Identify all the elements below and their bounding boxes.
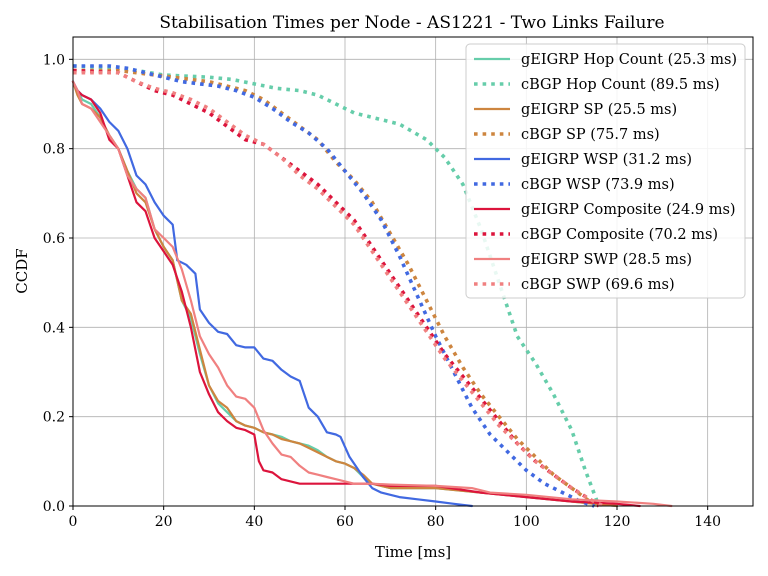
- series-line-cbgp-wsp-73-9-ms: [73, 64, 595, 508]
- legend-item-geigrp-hop-count-25-3-ms: gEIGRP Hop Count (25.3 ms): [474, 52, 737, 68]
- x-tick-label: 100: [513, 514, 540, 530]
- legend-label: gEIGRP Composite (24.9 ms): [521, 202, 736, 218]
- legend-item-cbgp-composite-70-2-ms: cBGP Composite (70.2 ms): [474, 227, 718, 243]
- legend-box: [465, 43, 746, 299]
- series-layer: [71, 64, 673, 508]
- x-tick-label: 60: [336, 514, 354, 530]
- legend-label: gEIGRP SP (25.5 ms): [521, 102, 677, 118]
- x-tick-label: 0: [69, 514, 78, 530]
- series-line-cbgp-sp-75-7-ms: [73, 68, 600, 508]
- x-tick-label: 80: [427, 514, 445, 530]
- legend-label: cBGP WSP (73.9 ms): [521, 177, 675, 193]
- legend-item-geigrp-sp-25-5-ms: gEIGRP SP (25.5 ms): [474, 102, 677, 118]
- legend-item-geigrp-wsp-31-2-ms: gEIGRP WSP (31.2 ms): [474, 152, 692, 168]
- y-axis-label: CCDF: [13, 248, 31, 293]
- x-tick-label: 20: [155, 514, 173, 530]
- y-tick-label: 1.0: [43, 52, 65, 68]
- legend-item-cbgp-hop-count-89-5-ms: cBGP Hop Count (89.5 ms): [474, 77, 720, 93]
- legend-item-cbgp-wsp-73-9-ms: cBGP WSP (73.9 ms): [474, 177, 675, 193]
- y-tick-label: 0.8: [43, 142, 65, 158]
- y-tick-label: 0.0: [43, 499, 65, 515]
- y-tick-label: 0.4: [43, 320, 65, 336]
- series-line-cbgp-swp-69-6-ms: [73, 70, 605, 508]
- y-axis: 0.0 0.2 0.4 0.6 0.8 1.0: [43, 52, 73, 515]
- chart-title: Stabilisation Times per Node - AS1221 - …: [159, 13, 664, 33]
- series-line-geigrp-swp-28-5-ms: [71, 80, 673, 508]
- legend-item-cbgp-sp-75-7-ms: cBGP SP (75.7 ms): [474, 127, 660, 143]
- legend-label: cBGP SP (75.7 ms): [521, 127, 660, 143]
- x-tick-label: 120: [604, 514, 631, 530]
- y-tick-label: 0.6: [43, 231, 65, 247]
- legend-label: gEIGRP Hop Count (25.3 ms): [521, 52, 737, 68]
- legend-label: cBGP Composite (70.2 ms): [521, 227, 718, 243]
- legend-item-geigrp-swp-28-5-ms: gEIGRP SWP (28.5 ms): [474, 252, 692, 268]
- legend-label: cBGP Hop Count (89.5 ms): [521, 77, 720, 93]
- legend: gEIGRP Hop Count (25.3 ms) cBGP Hop Count…: [465, 43, 746, 299]
- plot-frame: [72, 36, 754, 507]
- x-axis: 0 20 40 60 80 100 120 140: [69, 506, 721, 530]
- x-tick-label: 140: [694, 514, 721, 530]
- y-tick-label: 0.2: [43, 410, 65, 426]
- x-axis-label: Time [ms]: [375, 543, 451, 561]
- legend-item-geigrp-composite-24-9-ms: gEIGRP Composite (24.9 ms): [474, 202, 736, 218]
- legend-label: gEIGRP SWP (28.5 ms): [521, 252, 692, 268]
- legend-label: cBGP SWP (69.6 ms): [521, 277, 675, 293]
- legend-item-cbgp-swp-69-6-ms: cBGP SWP (69.6 ms): [474, 277, 675, 293]
- x-tick-label: 40: [245, 514, 263, 530]
- legend-label: gEIGRP WSP (31.2 ms): [521, 152, 692, 168]
